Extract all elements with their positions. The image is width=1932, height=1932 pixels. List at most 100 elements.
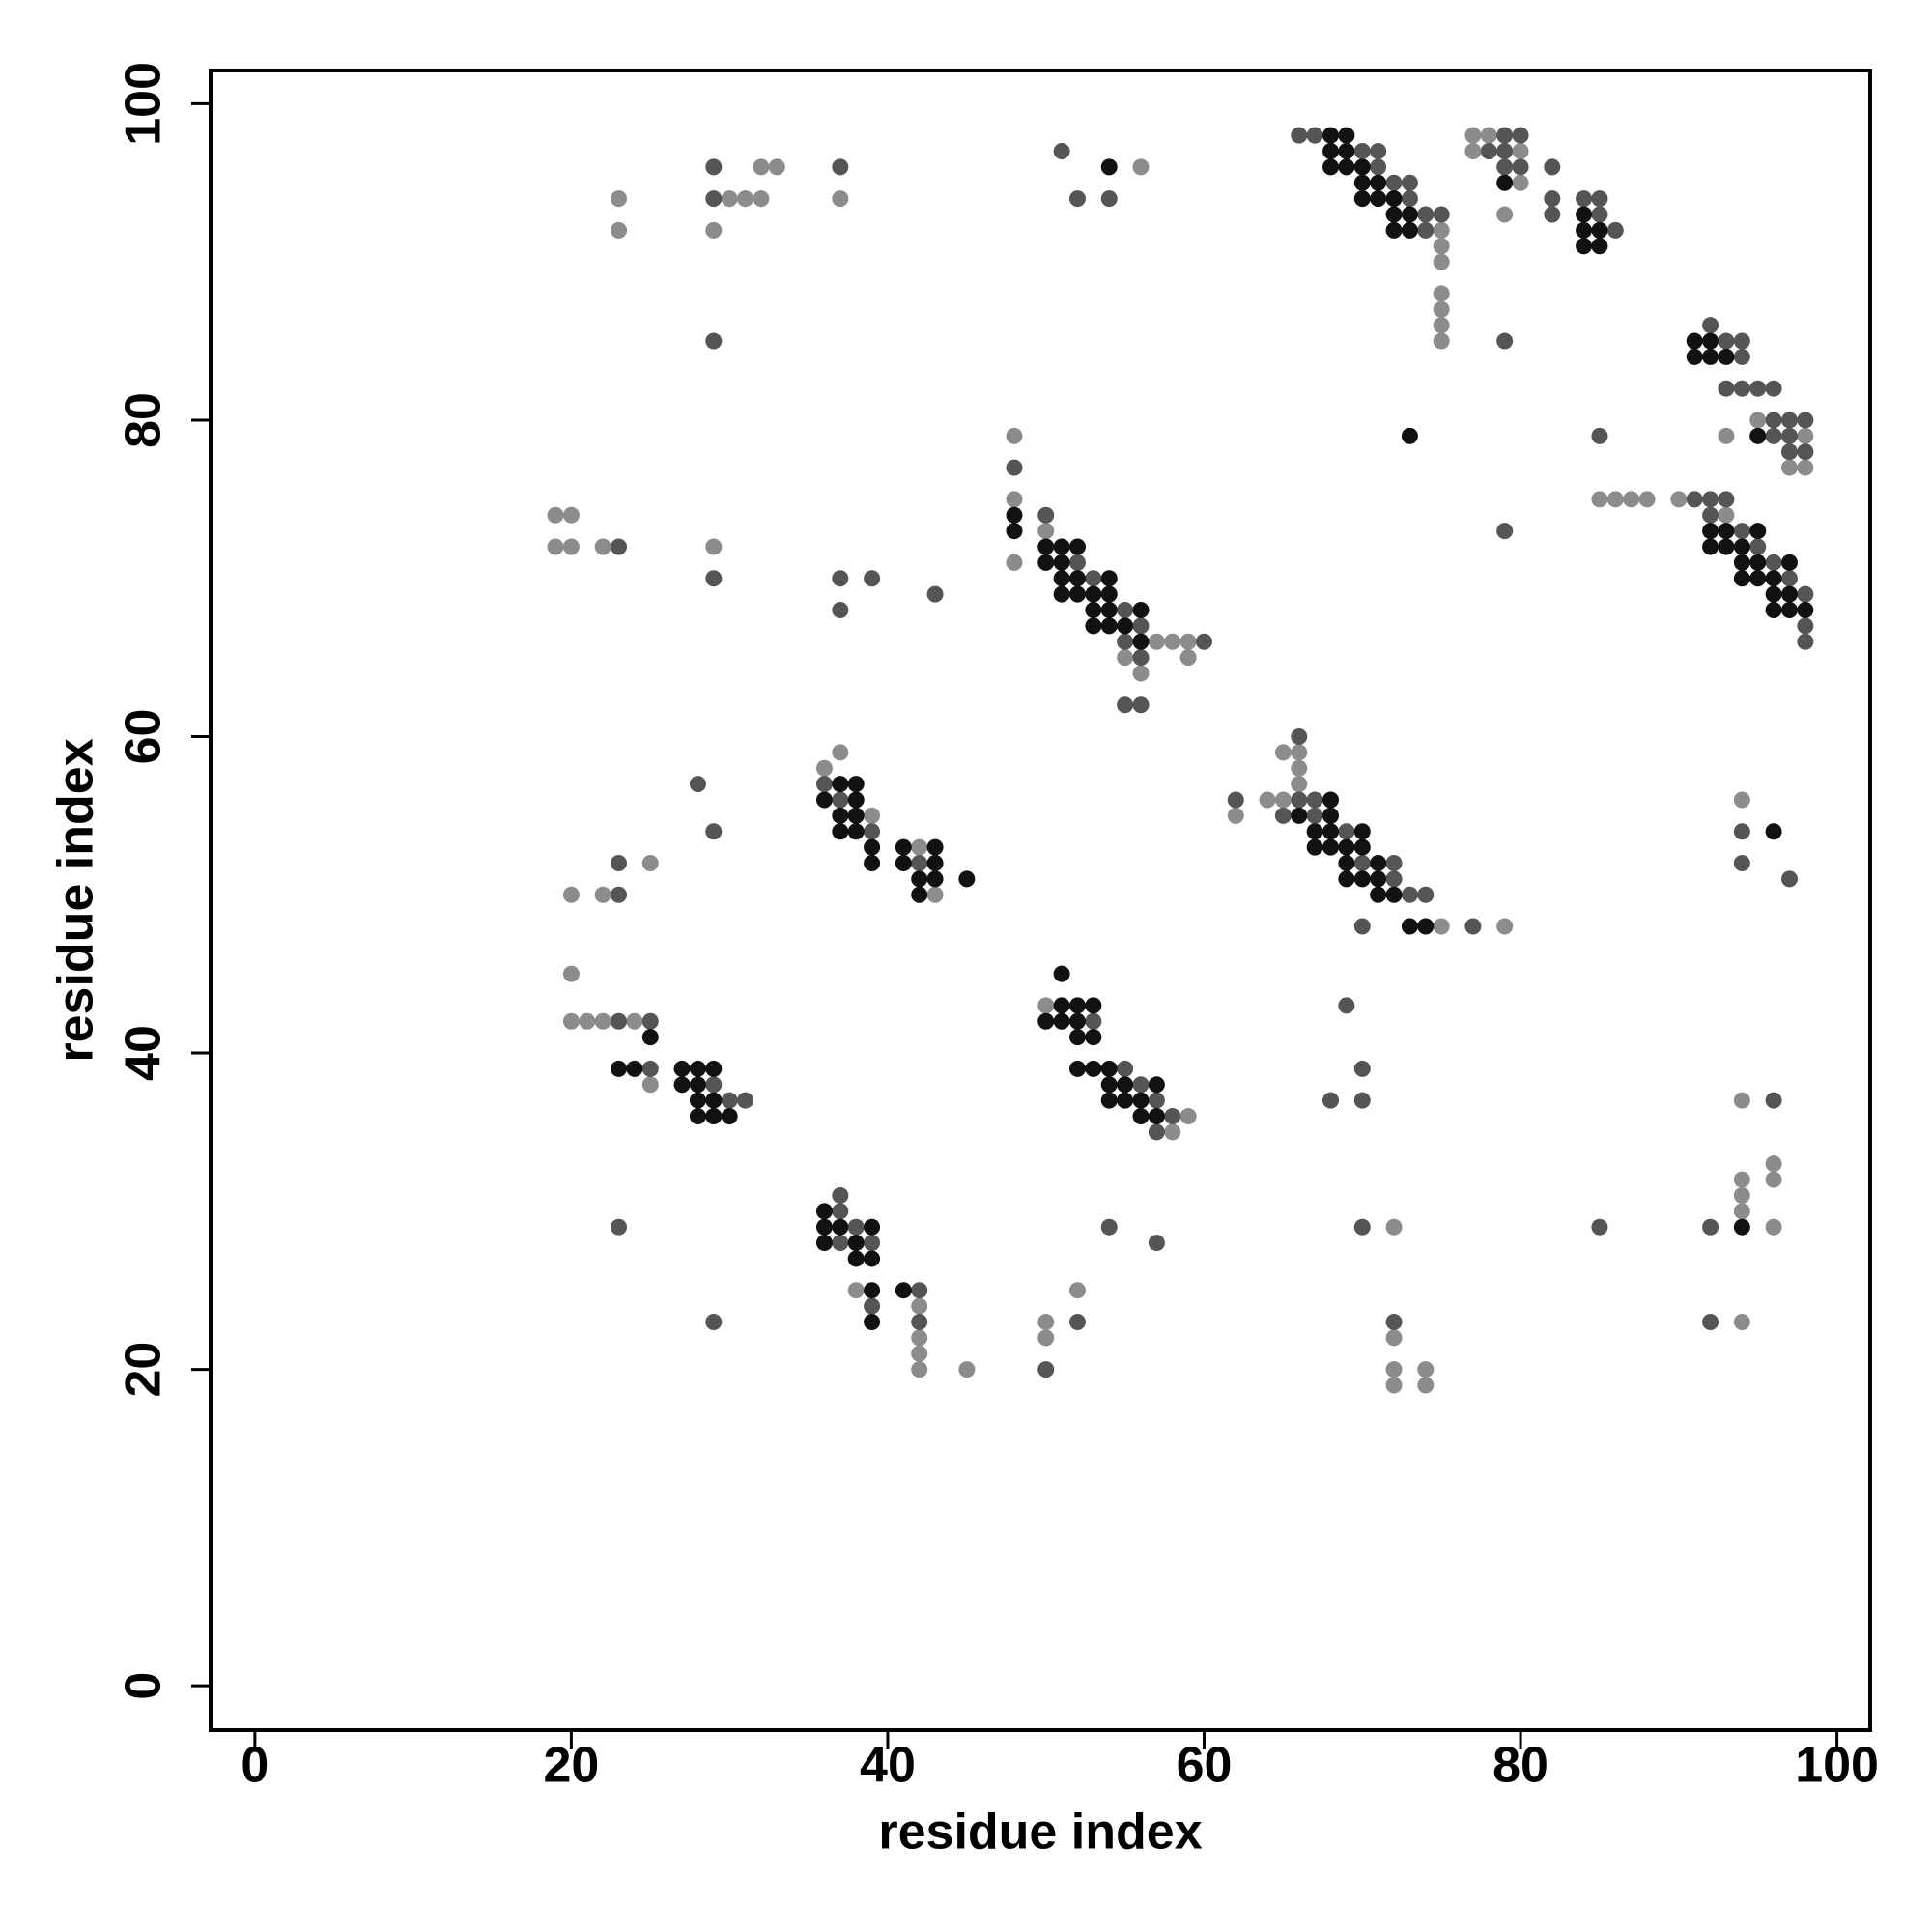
point [753, 158, 770, 176]
point [847, 1218, 865, 1236]
point [1401, 886, 1418, 903]
point [1702, 348, 1719, 365]
point [847, 1282, 865, 1299]
point [705, 1313, 723, 1330]
point [1733, 791, 1750, 809]
point [1576, 206, 1593, 223]
point [562, 538, 580, 555]
point [847, 791, 865, 809]
point [1576, 221, 1593, 239]
point [1085, 585, 1102, 603]
point [1433, 317, 1450, 334]
point [832, 807, 849, 824]
point [1227, 807, 1244, 824]
point [689, 1092, 706, 1109]
point [1291, 776, 1308, 793]
point [1401, 221, 1418, 239]
point [562, 1012, 580, 1030]
point [911, 870, 928, 888]
point [1401, 190, 1418, 208]
point [1053, 997, 1070, 1014]
x-tick-label: 0 [241, 1738, 269, 1794]
point [768, 158, 785, 176]
point [1117, 649, 1134, 667]
point [1085, 1029, 1102, 1046]
point [1591, 427, 1608, 444]
point [1006, 459, 1023, 476]
point [1132, 696, 1150, 714]
point [1797, 633, 1814, 650]
point [705, 158, 723, 176]
y-tick-label: 40 [116, 1025, 172, 1081]
point [1132, 1108, 1150, 1125]
point [864, 1313, 881, 1330]
point [1164, 633, 1181, 650]
point [1765, 601, 1782, 618]
point [1053, 965, 1070, 982]
point [1132, 1092, 1150, 1109]
point [1797, 585, 1814, 603]
point [864, 1218, 881, 1236]
point [1385, 1377, 1403, 1394]
point [1733, 1313, 1750, 1330]
point [1291, 127, 1308, 144]
point [1068, 570, 1086, 587]
point [1306, 127, 1323, 144]
point [1179, 1108, 1197, 1125]
point [1480, 127, 1497, 144]
point [1417, 918, 1435, 935]
point [1496, 523, 1514, 540]
point [1670, 491, 1688, 508]
point [1591, 206, 1608, 223]
point [689, 1076, 706, 1094]
point [1068, 554, 1086, 571]
point [911, 1361, 928, 1378]
point [1338, 158, 1355, 176]
point [1196, 633, 1213, 650]
point [1148, 1076, 1165, 1094]
point [1544, 206, 1561, 223]
point [1765, 1171, 1782, 1188]
point [1433, 206, 1450, 223]
point [1733, 332, 1750, 350]
point [611, 190, 628, 208]
point [1132, 1076, 1150, 1094]
point [1370, 143, 1387, 160]
point [1338, 870, 1355, 888]
point [832, 823, 849, 840]
point [1749, 538, 1767, 555]
point [1733, 1092, 1750, 1109]
point [1117, 617, 1134, 635]
point [832, 1203, 849, 1220]
point [1353, 870, 1371, 888]
point [1068, 585, 1086, 603]
point [1117, 1076, 1134, 1094]
y-tick-label: 60 [116, 709, 172, 765]
point [1053, 538, 1070, 555]
point [1480, 143, 1497, 160]
point [1148, 1123, 1165, 1141]
point [1765, 380, 1782, 397]
point [1037, 1329, 1055, 1347]
point [1322, 1092, 1340, 1109]
point [1433, 918, 1450, 935]
point [1100, 570, 1118, 587]
point [1338, 127, 1355, 144]
point [1606, 491, 1624, 508]
point [1100, 1092, 1118, 1109]
point [1433, 285, 1450, 302]
point [1370, 855, 1387, 872]
point [1385, 1218, 1403, 1236]
point [1733, 823, 1750, 840]
point [1132, 601, 1150, 618]
point [1385, 206, 1403, 223]
point [1068, 1029, 1086, 1046]
point [1733, 1203, 1750, 1220]
point [926, 870, 944, 888]
point [1100, 585, 1118, 603]
point [895, 838, 912, 856]
point [1765, 427, 1782, 444]
point [1274, 791, 1292, 809]
point [641, 1029, 659, 1046]
point [1385, 870, 1403, 888]
